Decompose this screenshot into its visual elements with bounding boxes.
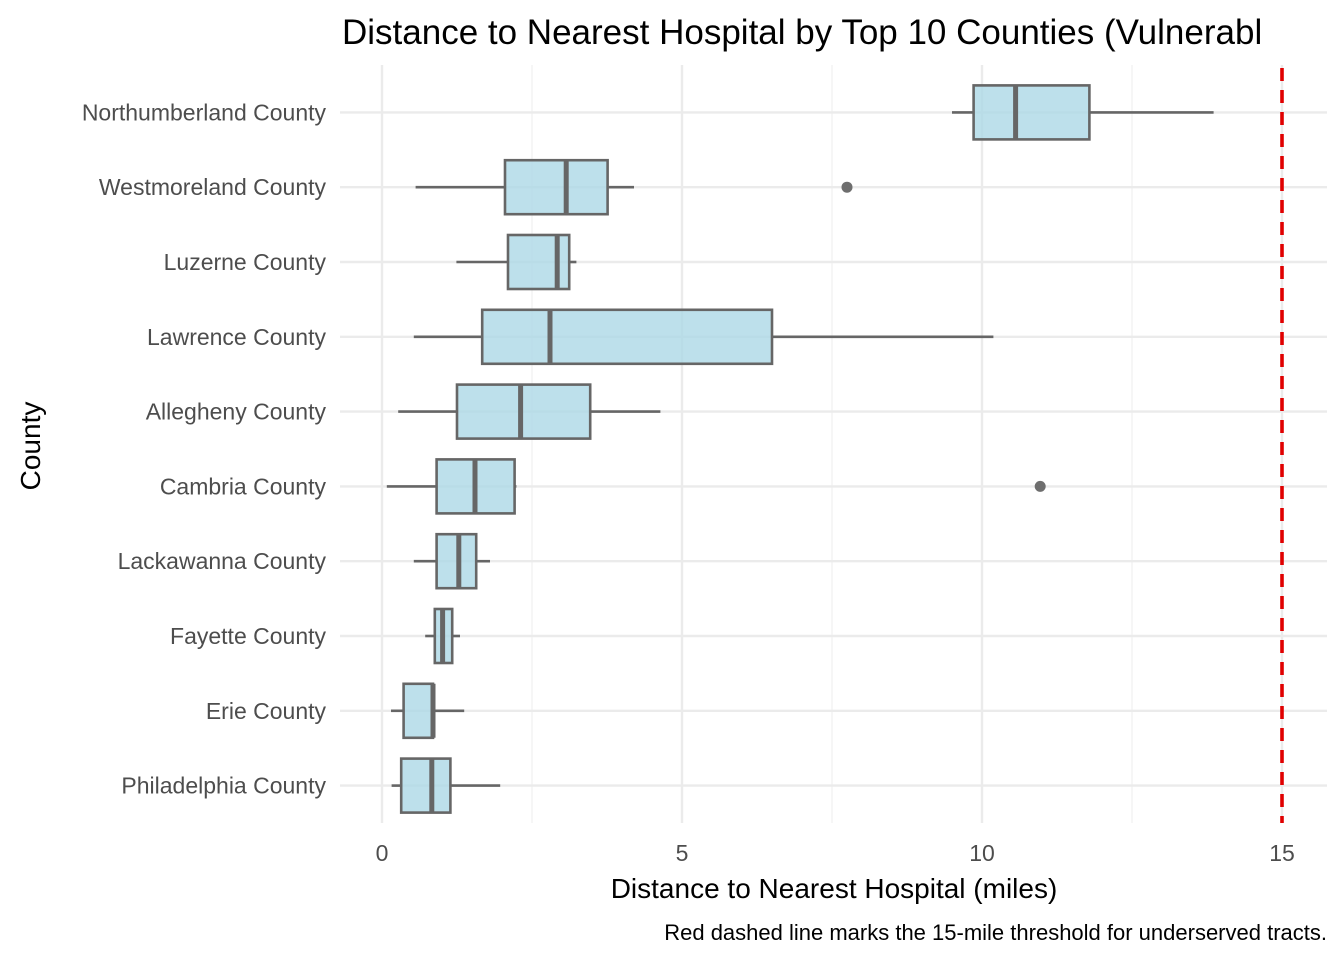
y-tick-label: Northumberland County (82, 99, 327, 125)
y-tick-label: Erie County (206, 698, 327, 724)
x-tick-label: 15 (1269, 840, 1295, 866)
box-group (415, 158, 853, 216)
y-tick-labels: Northumberland County Westmoreland County… (82, 99, 327, 798)
x-tick-labels: 0 5 10 15 (376, 840, 1295, 866)
y-tick-label: Cambria County (160, 473, 327, 499)
y-tick-label: Allegheny County (146, 399, 327, 425)
box-iqr (455, 383, 592, 440)
x-axis-title: Distance to Nearest Hospital (miles) (611, 873, 1058, 904)
box-group (391, 682, 465, 740)
box-iqr (503, 158, 609, 216)
box-group (952, 84, 1214, 141)
chart-title: Distance to Nearest Hospital by Top 10 C… (342, 13, 1262, 52)
box-group (398, 383, 661, 440)
x-tick-label: 10 (969, 840, 995, 866)
outlier-point (841, 181, 853, 193)
boxes-layer (386, 84, 1214, 814)
y-tick-label: Fayette County (170, 623, 326, 649)
y-tick-label: Westmoreland County (99, 174, 327, 200)
box-group (386, 458, 1046, 515)
y-tick-label: Philadelphia County (121, 773, 326, 799)
box-group (413, 532, 490, 590)
box-iqr (399, 757, 452, 814)
y-tick-label: Lawrence County (147, 324, 326, 350)
x-tick-label: 5 (676, 840, 689, 866)
chart-caption: Red dashed line marks the 15-mile thresh… (664, 920, 1327, 945)
box-iqr (506, 233, 571, 291)
x-tick-label: 0 (376, 840, 389, 866)
y-tick-label: Luzerne County (164, 249, 327, 275)
box-group (413, 308, 994, 366)
box-group (425, 607, 460, 665)
box-iqr (480, 308, 774, 366)
grid-lines (340, 65, 1327, 823)
box-iqr (402, 682, 435, 740)
y-tick-label: Lackawanna County (118, 548, 327, 574)
box-group (456, 233, 577, 291)
y-axis-title: County (15, 402, 46, 491)
outlier-point (1034, 480, 1046, 492)
box-group (391, 757, 501, 814)
box-iqr (972, 84, 1091, 141)
